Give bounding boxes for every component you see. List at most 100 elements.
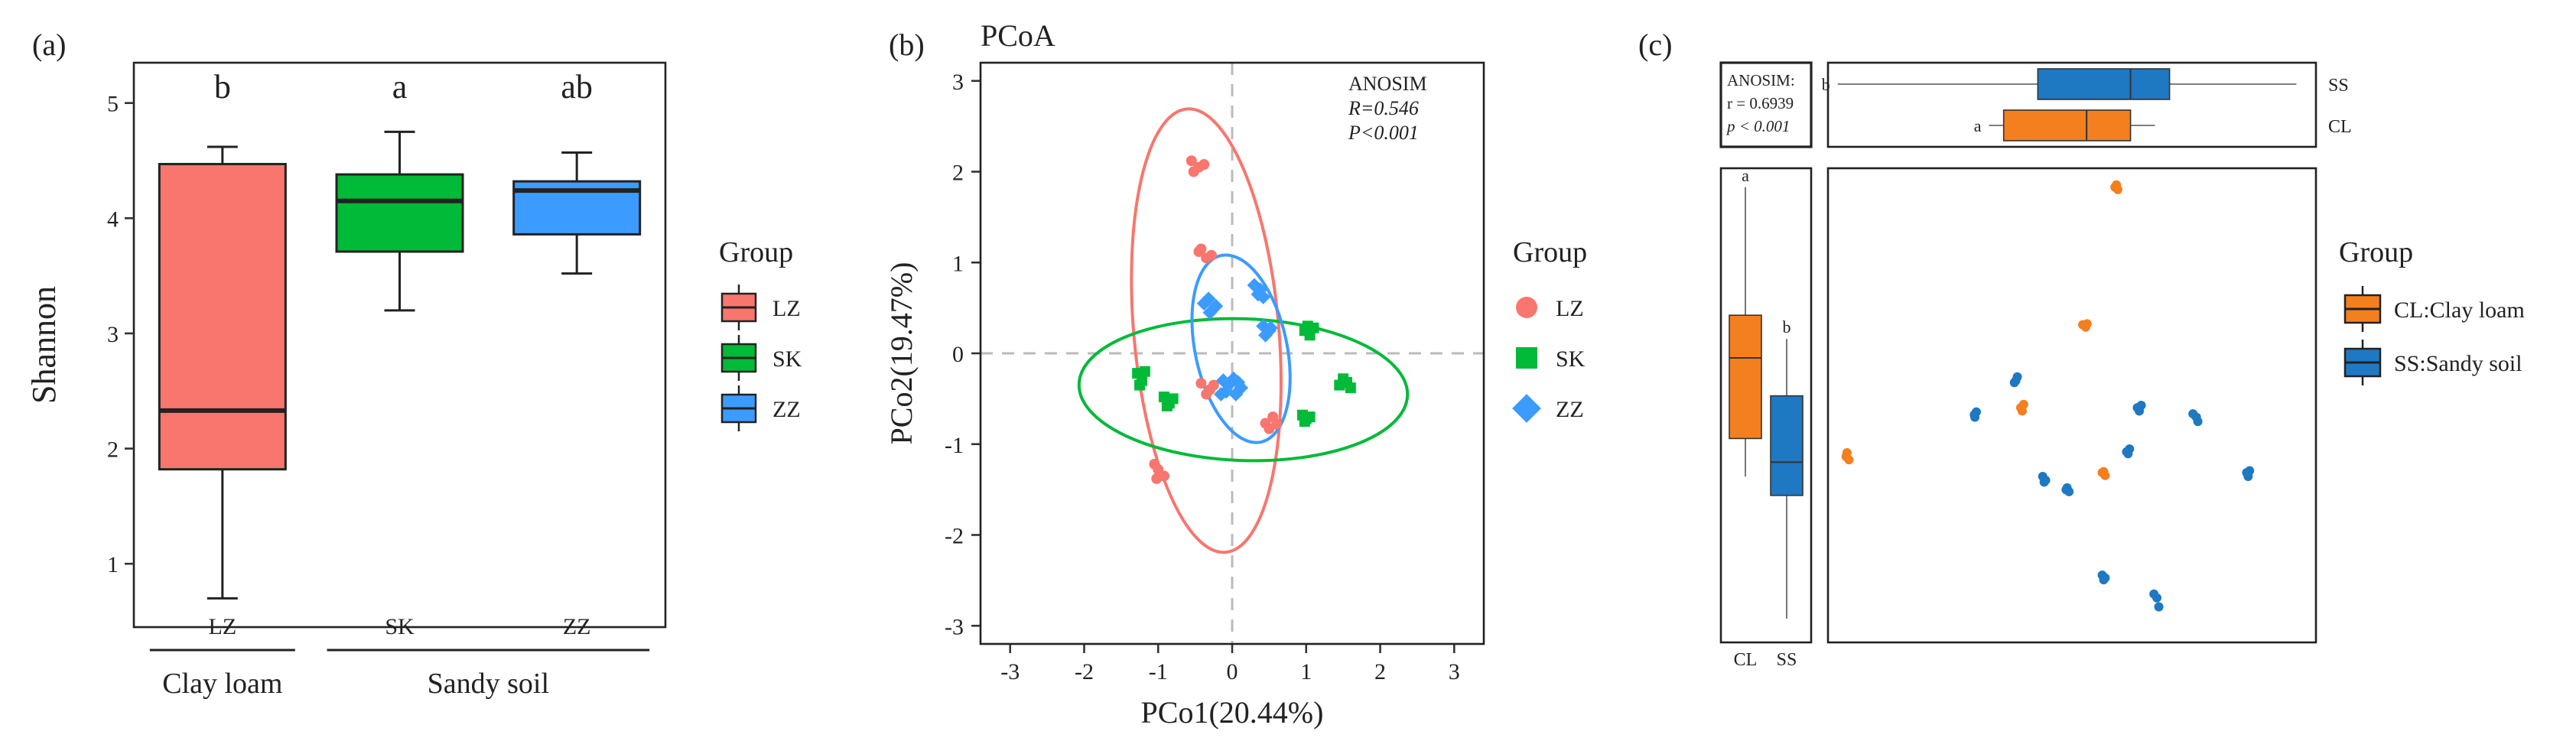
legend-b-entry-SK: SK [1516, 346, 1586, 372]
panel-b-plot: -3 -2 -1 0 1 2 3 -3 -2 -1 0 1 2 3 [945, 63, 1484, 684]
panel-b-xlabel: PCo1(20.44%) [1141, 695, 1324, 730]
point-c-SS-26 [2099, 575, 2109, 585]
ellipse-LZ [1130, 107, 1283, 554]
point-LZ-6 [1205, 249, 1217, 261]
left-label-SS: SS [1777, 650, 1797, 670]
legend-c-title: Group [2339, 236, 2413, 268]
y-tick-label-2: 2 [107, 437, 119, 463]
point-c-CL-8 [2082, 319, 2092, 329]
x-cat-ZZ: ZZ [563, 614, 591, 639]
legend-a-label-ZZ: ZZ [772, 397, 801, 422]
panel-a: (a) Shannon 1 2 3 4 5 b a ab LZ SK ZZ Clay loam S… [25, 28, 802, 700]
box-body-SK [335, 173, 464, 253]
box-SK: a [335, 68, 464, 312]
panel-c-scatter [1841, 180, 2255, 612]
point-c-CL-2 [1842, 448, 1852, 457]
legend-c-entries: CL:Clay loam SS:Sandy soil [2343, 286, 2525, 385]
top-box-SS: b SS [1822, 68, 2349, 100]
y-tick-label--2: -2 [945, 524, 964, 549]
point-c-SS-23 [2243, 472, 2253, 481]
panel-a-y-ticks: 1 2 3 4 5 [107, 92, 134, 577]
left-box-SS: b SS [1770, 317, 1804, 670]
letter-ZZ: ab [561, 68, 593, 106]
panel-b-legend: Group LZ SK ZZ [1512, 236, 1587, 423]
legend-c-label-CL: CL:Clay loam [2394, 297, 2525, 323]
point-LZ-7 [1195, 243, 1207, 255]
left-letter-SS: b [1783, 317, 1791, 336]
left-letter-CL: a [1742, 166, 1749, 185]
legend-a-entry-LZ: LZ [720, 284, 801, 330]
panel-a-group-brackets: Clay loam Sandy soil [149, 649, 650, 700]
left-body-SS [1770, 395, 1804, 496]
legend-a-entry-SK: SK [720, 335, 802, 381]
legend-a-title: Group [719, 236, 793, 268]
point-SK-15 [1299, 416, 1310, 428]
legend-a-entry-ZZ: ZZ [720, 385, 801, 431]
point-SK-18 [1338, 373, 1349, 385]
legend-c-label-SS: SS:Sandy soil [2394, 351, 2522, 376]
legend-b-entry-LZ: LZ [1516, 296, 1584, 321]
box-ZZ: ab [512, 68, 642, 275]
panel-a-boxes: b a ab [158, 68, 642, 600]
point-ZZ-12 [1215, 373, 1231, 389]
point-c-CL-11 [2017, 406, 2027, 416]
group-label-sandy-soil: Sandy soil [428, 668, 549, 700]
panel-c: (c) ANOSIM: r = 0.6939 p < 0.001 b SSa CL … [1638, 28, 2525, 670]
point-ZZ-17 [1234, 380, 1249, 395]
point-c-SS-17 [2135, 406, 2145, 416]
x-cat-SK: SK [385, 614, 415, 639]
y-tick-label-1: 1 [107, 552, 119, 577]
point-LZ-0 [1186, 155, 1197, 167]
point-c-SS-20 [2193, 417, 2203, 427]
x-tick-label-0: 0 [1227, 659, 1238, 684]
point-ZZ-11 [1263, 320, 1278, 336]
point-LZ-8 [1195, 378, 1207, 389]
series-c-CL [1841, 180, 2122, 480]
legend-b-key-ZZ [1512, 394, 1541, 423]
point-c-CL-5 [2112, 180, 2122, 190]
x-cat-LZ: LZ [209, 614, 237, 639]
panel-label-b: (b) [889, 28, 925, 62]
y-tick-label-3: 3 [107, 322, 119, 347]
left-label-CL: CL [1734, 650, 1758, 670]
x-tick-label-2: 2 [1374, 659, 1386, 684]
panel-a-x-ticks: LZ SK ZZ [209, 614, 591, 639]
panel-b: (b) PCoA -3 -2 -1 0 1 2 3 -3 -2 -1 0 1 2 3 ANOSIM R=0… [884, 18, 1587, 730]
panel-label-a: (a) [32, 28, 66, 62]
point-ZZ-3 [1201, 291, 1216, 307]
top-body-CL [2002, 109, 2132, 141]
panel-c-legend: Group CL:Clay loam SS:Sandy soil [2339, 236, 2525, 385]
series-LZ [1149, 155, 1283, 484]
y-tick-label-2: 2 [952, 161, 964, 186]
legend-b-label-SK: SK [1556, 346, 1586, 372]
point-LZ-15 [1264, 423, 1275, 434]
anosim-c-line3: p < 0.001 [1725, 117, 1790, 135]
series-SK [1132, 320, 1356, 428]
top-body-SS [2037, 68, 2171, 100]
legend-b-label-ZZ: ZZ [1556, 397, 1584, 422]
x-tick-label-3: 3 [1449, 659, 1460, 684]
letter-LZ: b [214, 68, 231, 106]
point-c-SS-11 [2062, 483, 2072, 493]
legend-b-label-LZ: LZ [1556, 296, 1584, 321]
point-SK-3 [1134, 379, 1146, 391]
point-ZZ-7 [1251, 287, 1266, 302]
panel-b-anosim: ANOSIM R=0.546 P<0.001 [1348, 73, 1427, 144]
series-ZZ [1196, 278, 1278, 402]
point-LZ-2 [1199, 159, 1210, 170]
y-tick-label-5: 5 [107, 92, 119, 117]
point-SK-11 [1302, 320, 1313, 332]
panel-label-c: (c) [1638, 28, 1672, 62]
legend-a-label-LZ: LZ [772, 296, 801, 321]
point-LZ-3 [1188, 166, 1199, 177]
point-ZZ-10 [1258, 327, 1273, 343]
x-tick-label--3: -3 [1000, 659, 1020, 684]
point-c-SS-29 [2154, 602, 2164, 612]
legend-b-key-LZ [1516, 297, 1537, 318]
panel-b-frame [979, 61, 1485, 645]
letter-SK: a [392, 68, 408, 106]
point-SK-7 [1161, 400, 1173, 411]
point-ZZ-19 [1228, 386, 1244, 402]
top-letter-SS: b [1822, 75, 1830, 94]
